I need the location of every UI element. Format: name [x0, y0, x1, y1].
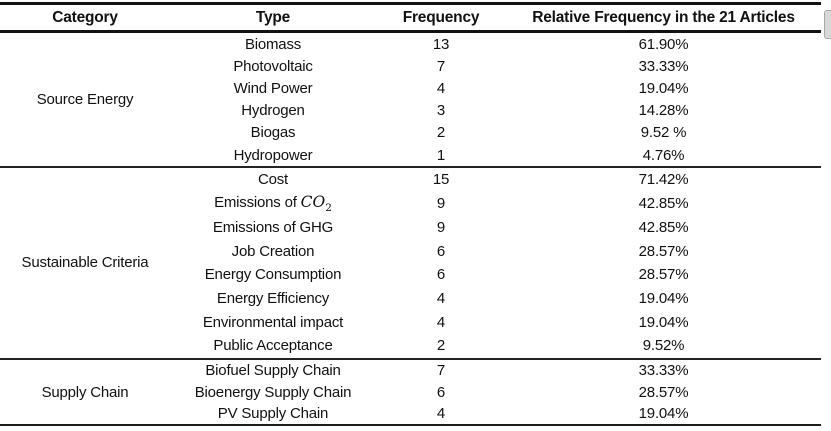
type-cell: Photovoltaic — [233, 57, 313, 75]
type-cell: Wind Power — [233, 79, 313, 97]
relative-frequency-cell: 4.76% — [642, 146, 685, 164]
relative-frequency-cell: 71.42% — [638, 171, 689, 189]
relative-frequency-cell: 42.85% — [638, 195, 689, 213]
frequency-cell: 9 — [436, 218, 446, 236]
section-sustainable-criteria: Sustainable Criteria Cost 15 71.42% Emission… — [0, 167, 821, 359]
frequency-cell: 4 — [436, 405, 446, 423]
type-cell: Cost — [257, 171, 289, 189]
relative-frequency-cell: 9.52 % — [640, 124, 687, 142]
header-relative-frequency: Relative Frequency in the 21 Articles — [532, 8, 795, 26]
table-row: Source Energy Biomass 13 61.90% — [0, 32, 821, 108]
table-row: Environmental impact 4 19.04% — [0, 310, 821, 334]
type-cell: Energy Efficiency — [216, 289, 330, 307]
table-row: PV Supply Chain 4 19.04% — [0, 403, 821, 426]
type-cell: Biogas — [250, 124, 296, 142]
table-row: Wind Power 4 19.04% — [0, 77, 821, 99]
relative-frequency-cell: 33.33% — [638, 57, 689, 75]
type-cell: Environmental impact — [202, 313, 344, 331]
type-cell: Hydropower — [233, 146, 313, 164]
category-cell: Supply Chain — [41, 383, 129, 401]
type-cell: Energy Consumption — [204, 266, 342, 284]
frequency-cell: 7 — [436, 57, 446, 75]
relative-frequency-cell: 33.33% — [638, 361, 689, 379]
table-row: Public Acceptance 2 9.52% — [0, 334, 821, 359]
frequency-cell: 15 — [432, 171, 450, 189]
table-row: Hydropower 1 4.76% — [0, 144, 821, 167]
frequency-cell: 6 — [436, 383, 446, 401]
header-type: Type — [255, 8, 291, 26]
table-row: Biogas 2 9.52 % — [0, 122, 821, 144]
frequency-cell: 1 — [436, 146, 446, 164]
category-cell: Sustainable Criteria — [21, 254, 149, 272]
table-row: Energy Consumption 6 28.57% — [0, 263, 821, 287]
scrollbar-thumb[interactable] — [824, 10, 831, 39]
table-row: Sustainable Criteria Cost 15 71.42% — [0, 167, 821, 271]
frequency-cell: 4 — [436, 289, 446, 307]
table-row: Energy Efficiency 4 19.04% — [0, 287, 821, 311]
type-cell: Biofuel Supply Chain — [205, 361, 341, 379]
type-cell: Biomass — [244, 35, 302, 53]
section-source-energy: Source Energy Biomass 13 61.90% Photovoltaic… — [0, 31, 821, 168]
frequency-cell: 4 — [436, 79, 446, 97]
header-frequency: Frequency — [402, 8, 480, 26]
relative-frequency-cell: 19.04% — [638, 313, 689, 331]
type-subscript: 2 — [325, 202, 332, 215]
category-cell: Source Energy — [36, 91, 134, 109]
relative-frequency-cell: 42.85% — [638, 218, 689, 236]
header-category: Category — [52, 8, 118, 26]
relative-frequency-cell: 28.57% — [638, 266, 689, 284]
type-cell: Hydrogen — [241, 102, 305, 120]
relative-frequency-cell: 9.52% — [642, 337, 685, 355]
table-header-row: Category Type Frequency Relative Frequen… — [0, 4, 821, 32]
table-row: Job Creation 6 28.57% — [0, 239, 821, 263]
type-math-italic: CO — [300, 193, 326, 212]
relative-frequency-cell: 19.04% — [638, 289, 689, 307]
frequency-cell: 2 — [436, 124, 446, 142]
frequency-cell: 7 — [436, 361, 446, 379]
type-cell: PV Supply Chain — [217, 405, 329, 423]
relative-frequency-cell: 14.28% — [638, 102, 689, 120]
relative-frequency-cell: 28.57% — [638, 242, 689, 260]
relative-frequency-cell: 28.57% — [638, 383, 689, 401]
article-table-container: Category Type Frequency Relative Frequen… — [0, 2, 821, 427]
table-row: Supply Chain Biofuel Supply Chain 7 33.33% — [0, 359, 821, 401]
type-cell: Public Acceptance — [213, 337, 333, 355]
relative-frequency-cell: 61.90% — [638, 35, 689, 53]
frequency-table: Category Type Frequency Relative Frequen… — [0, 2, 821, 427]
type-cell: Emissions of GHG — [212, 218, 334, 236]
relative-frequency-cell: 19.04% — [638, 79, 689, 97]
frequency-cell: 9 — [436, 195, 446, 213]
frequency-cell: 6 — [436, 242, 446, 260]
frequency-cell: 4 — [436, 313, 446, 331]
frequency-cell: 13 — [432, 35, 450, 53]
section-supply-chain: Supply Chain Biofuel Supply Chain 7 33.33% B… — [0, 358, 821, 426]
table-row: Bioenergy Supply Chain 6 28.57% — [0, 381, 821, 403]
relative-frequency-cell: 19.04% — [638, 405, 689, 423]
table-row: Emissions of CO2 9 42.85% — [0, 192, 821, 216]
table-row: Hydrogen 3 14.28% — [0, 100, 821, 122]
frequency-cell: 2 — [436, 337, 446, 355]
type-cell: Bioenergy Supply Chain — [194, 383, 352, 401]
frequency-cell: 6 — [436, 266, 446, 284]
type-text: Emissions of — [214, 194, 301, 212]
table-row: Photovoltaic 7 33.33% — [0, 55, 821, 77]
table-row: Emissions of GHG 9 42.85% — [0, 216, 821, 240]
frequency-cell: 3 — [436, 102, 446, 120]
type-cell: Emissions of CO2 — [170, 192, 376, 216]
type-cell: Job Creation — [231, 242, 315, 260]
